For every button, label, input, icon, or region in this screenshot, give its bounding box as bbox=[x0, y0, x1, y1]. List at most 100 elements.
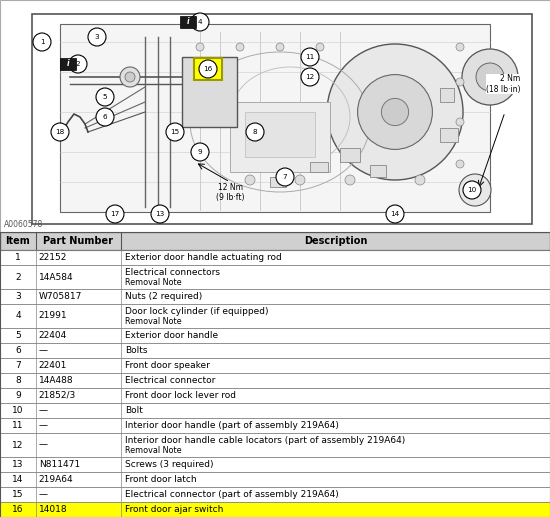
Circle shape bbox=[456, 43, 464, 51]
Circle shape bbox=[276, 168, 294, 186]
Circle shape bbox=[88, 28, 106, 46]
Text: 12: 12 bbox=[12, 440, 24, 449]
Circle shape bbox=[415, 175, 425, 185]
Text: 22401: 22401 bbox=[39, 361, 67, 370]
Circle shape bbox=[236, 43, 244, 51]
Text: Bolt: Bolt bbox=[125, 406, 143, 415]
Circle shape bbox=[456, 160, 464, 168]
Text: 7: 7 bbox=[15, 361, 21, 370]
Bar bbox=[0, 487, 550, 502]
Text: i: i bbox=[67, 59, 69, 68]
Bar bbox=[60, 58, 76, 70]
Text: Removal Note: Removal Note bbox=[125, 446, 182, 455]
Bar bbox=[440, 128, 458, 142]
Text: 14018: 14018 bbox=[39, 505, 67, 514]
Text: 8: 8 bbox=[15, 376, 21, 385]
Text: Front door lock lever rod: Front door lock lever rod bbox=[125, 391, 236, 400]
Bar bbox=[340, 148, 360, 162]
Text: 8: 8 bbox=[252, 129, 257, 135]
Text: 11: 11 bbox=[12, 421, 24, 430]
Text: 11: 11 bbox=[305, 54, 315, 60]
Text: A0060578: A0060578 bbox=[4, 220, 43, 229]
Circle shape bbox=[125, 72, 135, 82]
Text: 7: 7 bbox=[283, 174, 287, 180]
Circle shape bbox=[106, 205, 124, 223]
Text: Front door speaker: Front door speaker bbox=[125, 361, 210, 370]
Text: 22152: 22152 bbox=[39, 253, 67, 262]
Text: Description: Description bbox=[304, 236, 367, 246]
Circle shape bbox=[301, 68, 319, 86]
Text: 12: 12 bbox=[305, 74, 315, 80]
Text: Interior door handle (part of assembly 219A64): Interior door handle (part of assembly 2… bbox=[125, 421, 339, 430]
Text: 16: 16 bbox=[12, 505, 24, 514]
Text: Exterior door handle: Exterior door handle bbox=[125, 331, 218, 340]
Text: 2: 2 bbox=[15, 272, 21, 281]
Text: Part Number: Part Number bbox=[43, 236, 113, 246]
Text: 3: 3 bbox=[15, 292, 21, 301]
Text: 9: 9 bbox=[197, 149, 202, 155]
Circle shape bbox=[345, 175, 355, 185]
Circle shape bbox=[191, 13, 209, 31]
Bar bbox=[0, 343, 550, 358]
Bar bbox=[0, 328, 550, 343]
Bar bbox=[230, 102, 330, 172]
Text: 14: 14 bbox=[390, 211, 400, 217]
Text: Electrical connectors: Electrical connectors bbox=[125, 268, 220, 277]
Text: 10: 10 bbox=[12, 406, 24, 415]
Bar bbox=[0, 304, 550, 328]
Text: 4: 4 bbox=[197, 19, 202, 25]
Text: 16: 16 bbox=[204, 66, 213, 72]
Text: 1: 1 bbox=[40, 39, 45, 45]
Text: Removal Note: Removal Note bbox=[125, 278, 182, 287]
Text: 21852/3: 21852/3 bbox=[39, 391, 76, 400]
Text: Front door ajar switch: Front door ajar switch bbox=[125, 505, 223, 514]
Text: Exterior door handle actuating rod: Exterior door handle actuating rod bbox=[125, 253, 282, 262]
Text: 22404: 22404 bbox=[39, 331, 67, 340]
Bar bbox=[270, 177, 286, 187]
Text: Bolts: Bolts bbox=[125, 346, 147, 355]
Text: 15: 15 bbox=[170, 129, 180, 135]
Circle shape bbox=[96, 108, 114, 126]
Circle shape bbox=[51, 123, 69, 141]
Text: 4: 4 bbox=[15, 312, 21, 321]
Text: 18: 18 bbox=[56, 129, 65, 135]
Bar bbox=[0, 457, 550, 472]
Bar bbox=[0, 289, 550, 304]
Text: 1: 1 bbox=[15, 253, 21, 262]
Circle shape bbox=[120, 67, 140, 87]
Circle shape bbox=[476, 63, 504, 91]
Bar bbox=[0, 403, 550, 418]
Text: 14: 14 bbox=[12, 475, 24, 484]
Text: 14A584: 14A584 bbox=[39, 272, 73, 281]
Circle shape bbox=[199, 60, 217, 78]
Text: Removal Note: Removal Note bbox=[125, 317, 182, 326]
Bar bbox=[0, 388, 550, 403]
Circle shape bbox=[69, 55, 87, 73]
Circle shape bbox=[301, 48, 319, 66]
Bar bbox=[0, 418, 550, 433]
Text: 12 Nm
(9 lb·ft): 12 Nm (9 lb·ft) bbox=[216, 183, 244, 202]
Bar bbox=[370, 165, 386, 177]
Text: 14A488: 14A488 bbox=[39, 376, 73, 385]
Bar bbox=[310, 162, 328, 172]
Circle shape bbox=[459, 174, 491, 206]
Text: 3: 3 bbox=[95, 34, 100, 40]
Text: 13: 13 bbox=[12, 460, 24, 469]
Text: 17: 17 bbox=[111, 211, 120, 217]
Text: —: — bbox=[39, 490, 48, 499]
Text: Front door latch: Front door latch bbox=[125, 475, 197, 484]
Text: Item: Item bbox=[6, 236, 30, 246]
Circle shape bbox=[463, 181, 481, 199]
Circle shape bbox=[276, 43, 284, 51]
Text: 13: 13 bbox=[155, 211, 164, 217]
Text: Screws (3 required): Screws (3 required) bbox=[125, 460, 213, 469]
Circle shape bbox=[295, 175, 305, 185]
Bar bbox=[0, 250, 550, 265]
Text: 21991: 21991 bbox=[39, 312, 67, 321]
Circle shape bbox=[246, 123, 264, 141]
Bar bbox=[0, 373, 550, 388]
Text: 5: 5 bbox=[103, 94, 107, 100]
Text: i: i bbox=[186, 18, 189, 26]
Text: 2: 2 bbox=[76, 61, 80, 67]
Bar bbox=[0, 232, 550, 250]
